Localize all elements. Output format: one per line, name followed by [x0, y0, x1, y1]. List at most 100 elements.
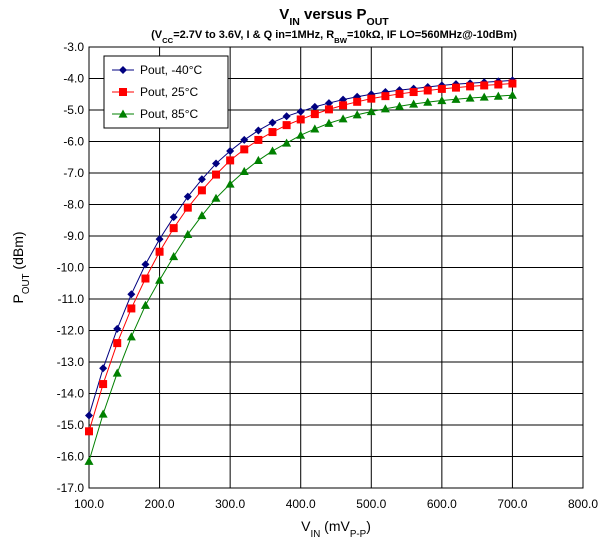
data-point	[296, 115, 305, 124]
x-tick-label: 200.0	[145, 497, 175, 511]
data-point	[381, 92, 390, 101]
data-point	[310, 124, 320, 133]
y-tick-label: -3.0	[63, 40, 84, 54]
data-point	[507, 90, 517, 99]
data-point	[296, 130, 306, 139]
chart-subtitle: (VCC=2.7V to 3.6V, I & Q in=1MHz, RBW=10…	[151, 29, 517, 45]
data-point	[353, 97, 362, 106]
data-point	[324, 105, 333, 114]
data-point	[98, 409, 108, 418]
data-point	[282, 138, 292, 147]
legend-label: Pout, 25°C	[140, 85, 199, 99]
legend-swatch-marker	[119, 88, 127, 96]
data-point	[282, 121, 291, 130]
data-point	[183, 192, 192, 201]
data-point	[479, 92, 489, 101]
data-point	[423, 86, 432, 95]
data-point	[127, 304, 136, 313]
data-point	[282, 112, 291, 121]
data-point	[155, 275, 165, 284]
y-tick-label: -5.0	[63, 103, 84, 117]
legend-swatch-marker	[118, 109, 128, 118]
series-3	[84, 90, 517, 465]
data-point	[112, 368, 122, 377]
data-point	[437, 96, 447, 105]
x-tick-label: 500.0	[356, 497, 386, 511]
y-tick-label: -11.0	[58, 292, 85, 306]
data-point	[395, 101, 405, 110]
x-axis-label: VIN (mVP-P)	[301, 518, 371, 540]
legend: Pout, -40°C Pout, 25°C Pout, 85°C	[103, 55, 229, 129]
data-point	[508, 79, 517, 88]
data-point	[240, 145, 249, 154]
data-point	[324, 99, 333, 108]
data-point	[296, 107, 305, 116]
data-point	[254, 135, 263, 144]
legend-swatch-marker	[119, 66, 127, 74]
data-point	[480, 81, 489, 90]
y-tick-label: -4.0	[63, 72, 84, 86]
data-point	[140, 300, 150, 309]
chart-title: VIN versus POUT	[279, 6, 389, 28]
y-tick-label: -17.0	[57, 481, 85, 495]
data-point	[437, 84, 446, 93]
data-point	[494, 80, 503, 89]
data-point	[380, 104, 390, 113]
data-point	[451, 83, 460, 92]
data-point	[84, 456, 94, 465]
data-point	[409, 99, 419, 108]
x-tick-label: 400.0	[286, 497, 316, 511]
data-point	[225, 179, 235, 188]
legend-label: Pout, 85°C	[140, 107, 199, 121]
y-tick-label: -8.0	[63, 198, 84, 212]
data-point	[268, 128, 277, 137]
y-tick-label: -7.0	[63, 166, 84, 180]
data-point	[338, 114, 348, 123]
y-tick-label: -16.0	[57, 450, 85, 464]
y-tick-label: -14.0	[57, 387, 85, 401]
data-point	[113, 324, 122, 333]
data-point	[211, 193, 221, 202]
data-point	[99, 380, 108, 389]
data-point	[493, 91, 503, 100]
y-axis-label: POUT (dBm)	[10, 231, 32, 303]
axis-labels: VIN (mVP-P) POUT (dBm)	[10, 231, 371, 539]
data-point	[268, 118, 277, 127]
data-point	[352, 110, 362, 119]
x-tick-label: 600.0	[427, 497, 457, 511]
data-point	[212, 170, 221, 179]
y-tick-label: -12.0	[57, 324, 85, 338]
data-point	[212, 159, 221, 168]
x-tick-labels: 100.0 200.0 300.0 400.0 500.0 600.0 700.0 800.0	[74, 497, 598, 511]
data-point	[254, 126, 263, 135]
data-point	[253, 155, 263, 164]
data-point	[141, 260, 150, 269]
legend-item: Pout, -40°C	[112, 63, 202, 77]
data-point	[267, 146, 277, 155]
data-point	[197, 211, 207, 220]
series-2	[85, 79, 517, 436]
y-tick-labels: -3.0 -4.0 -5.0 -6.0 -7.0 -8.0 -9.0 -10.0 -11.0 -1…	[57, 40, 85, 495]
data-point	[169, 251, 179, 261]
y-tick-label: -9.0	[63, 229, 84, 243]
x-tick-label: 300.0	[215, 497, 245, 511]
data-point	[366, 107, 376, 116]
data-point	[423, 97, 433, 106]
data-point	[183, 229, 193, 239]
data-point	[155, 235, 164, 244]
x-tick-label: 800.0	[568, 497, 598, 511]
x-tick-label: 700.0	[497, 497, 527, 511]
data-point	[226, 146, 235, 155]
data-point	[197, 175, 206, 184]
y-tick-label: -10.0	[57, 261, 85, 275]
data-point	[339, 101, 348, 110]
legend-label: Pout, -40°C	[140, 63, 202, 77]
data-point	[126, 332, 136, 341]
plot-frame	[88, 46, 584, 489]
data-point	[85, 427, 93, 436]
data-point	[155, 247, 164, 256]
series-group	[84, 76, 517, 465]
data-point	[367, 94, 376, 103]
y-tick-label: -13.0	[57, 355, 85, 369]
